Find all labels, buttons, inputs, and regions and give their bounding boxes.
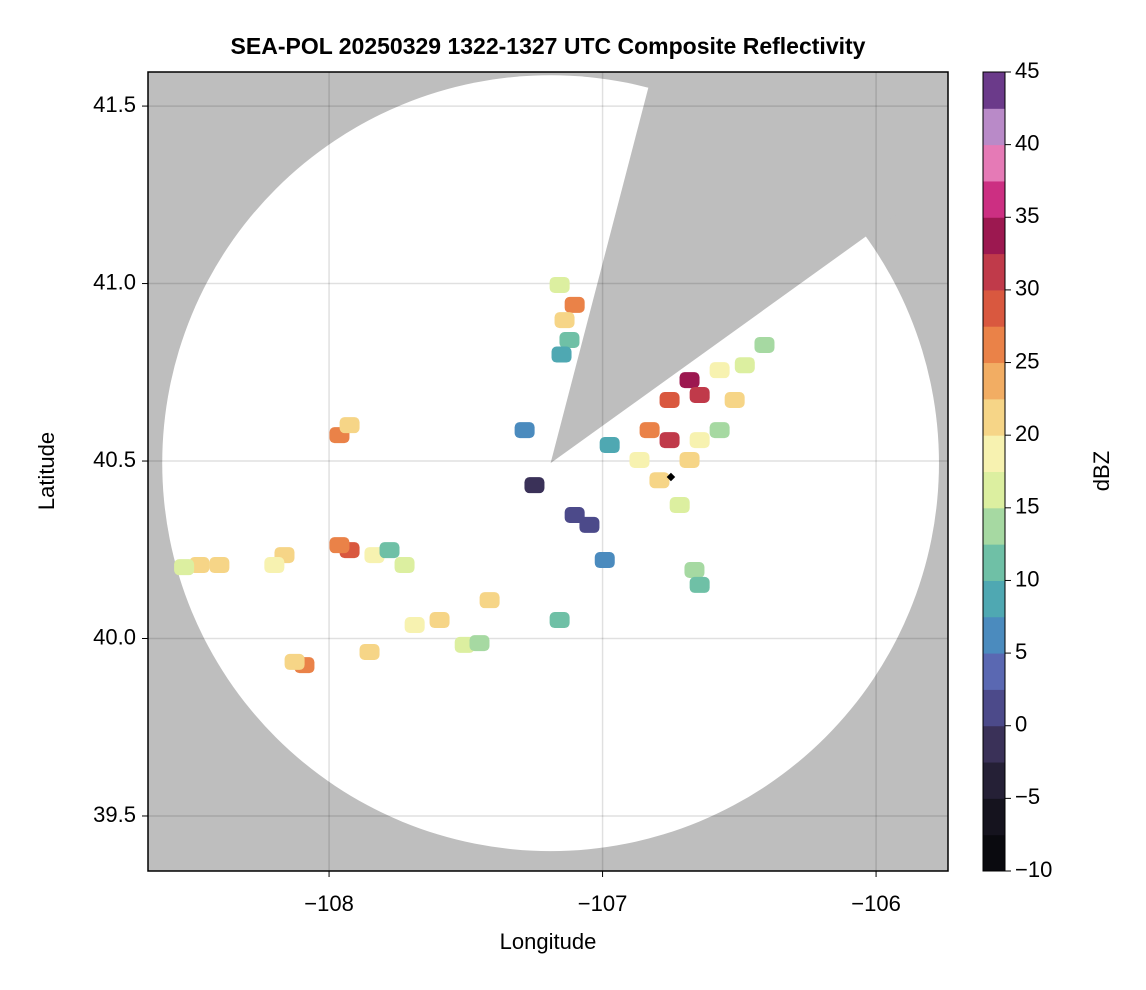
colorbar-label: dBZ xyxy=(1089,451,1114,491)
colorbar-tick-label: 45 xyxy=(1015,58,1039,83)
echo-cell xyxy=(599,437,620,454)
colorbar-bin xyxy=(983,253,1005,291)
echo-cell xyxy=(209,557,230,574)
colorbar-bin xyxy=(983,362,1005,400)
echo-cell xyxy=(564,296,585,313)
echo-cell xyxy=(329,537,350,554)
colorbar-bin xyxy=(983,180,1005,218)
site-marker xyxy=(666,472,676,482)
plot-area xyxy=(148,72,948,871)
colorbar-tick-label: 0 xyxy=(1015,712,1027,737)
echo-cell xyxy=(469,635,490,652)
colorbar-tick-label: −5 xyxy=(1015,784,1040,809)
echo-cell xyxy=(549,276,570,293)
plot-frame xyxy=(147,71,949,872)
echo-cell xyxy=(264,557,285,574)
echo-cell xyxy=(554,312,575,329)
colorbar-bin xyxy=(983,435,1005,472)
echo-cell xyxy=(379,542,400,559)
colorbar-tick-label: 5 xyxy=(1015,639,1027,664)
colorbar-tick-label: −10 xyxy=(1015,857,1052,882)
colorbar-bin xyxy=(983,108,1005,146)
y-axis-label: Latitude xyxy=(34,432,59,510)
y-tick-label: 40.0 xyxy=(93,624,136,649)
echo-cell xyxy=(339,417,360,434)
echo-cell xyxy=(754,336,775,353)
echo-cell xyxy=(629,451,650,468)
chart-title: SEA-POL 20250329 1322-1327 UTC Composite… xyxy=(231,33,866,59)
y-tick-label: 41.0 xyxy=(93,269,136,294)
colorbar-bin xyxy=(983,653,1005,690)
colorbar-tick-label: 25 xyxy=(1015,348,1039,373)
echo-cell xyxy=(524,477,545,494)
colorbar-bin xyxy=(983,544,1005,581)
echo-cell xyxy=(549,612,570,629)
echo-cell xyxy=(359,643,380,660)
echo-cell xyxy=(564,506,585,523)
y-tick-label: 41.5 xyxy=(93,92,136,117)
colorbar-bin xyxy=(983,762,1005,799)
y-tick-label: 39.5 xyxy=(93,802,136,827)
echo-cell xyxy=(659,432,680,449)
colorbar-tick-label: 35 xyxy=(1015,203,1039,228)
colorbar-bin xyxy=(983,616,1005,654)
colorbar-frame xyxy=(982,71,1006,872)
colorbar-tick-label: 20 xyxy=(1015,421,1039,446)
colorbar-bin xyxy=(983,507,1005,545)
x-tick-label: −108 xyxy=(304,891,354,916)
echo-cell xyxy=(734,357,755,374)
echo-cell xyxy=(724,391,745,408)
colorbar-bin xyxy=(983,834,1005,872)
colorbar-bin xyxy=(983,725,1005,763)
echo-cell xyxy=(551,346,572,363)
echo-cell xyxy=(659,391,680,408)
colorbar-tick-label: 30 xyxy=(1015,276,1039,301)
echo-cell xyxy=(189,557,210,574)
echo-cell xyxy=(679,372,700,389)
echo-cell xyxy=(709,362,730,379)
echo-cell xyxy=(174,559,195,576)
echo-cell xyxy=(394,557,415,574)
y-tick-label: 40.5 xyxy=(93,447,136,472)
echo-cell xyxy=(689,432,710,449)
echo-cell xyxy=(684,561,705,578)
colorbar-bin xyxy=(983,289,1005,327)
echo-cell xyxy=(639,422,660,439)
colorbar-bin xyxy=(983,580,1005,618)
echo-cell xyxy=(514,422,535,439)
echo-cell xyxy=(669,497,690,514)
echo-cell xyxy=(364,547,385,564)
x-tick-label: −106 xyxy=(851,891,901,916)
colorbar-bin xyxy=(983,689,1005,727)
colorbar-tick-label: 10 xyxy=(1015,566,1039,591)
echo-cell xyxy=(559,331,580,348)
x-axis-label: Longitude xyxy=(500,929,597,954)
echo-cell xyxy=(284,653,305,670)
echo-cell xyxy=(649,472,670,489)
echo-cell xyxy=(679,451,700,468)
colorbar-bin xyxy=(983,326,1005,364)
echo-cell xyxy=(689,576,710,593)
colorbar-bin xyxy=(983,471,1005,509)
echo-cell xyxy=(709,422,730,439)
echo-cell xyxy=(479,592,500,609)
echo-cell xyxy=(429,612,450,629)
colorbar-tick-label: 15 xyxy=(1015,494,1039,519)
colorbar-bin xyxy=(983,398,1005,436)
blocked-sector xyxy=(550,72,948,464)
overlay: −108 −107 −106 39.5 40.0 40.5 41.0 41.5 −10 −5 0 5 1… xyxy=(93,58,1052,916)
colorbar-bin xyxy=(983,217,1005,255)
echo-cell xyxy=(579,516,600,533)
x-tick-label: −107 xyxy=(578,891,628,916)
echo-cell xyxy=(689,387,710,404)
colorbar-bin xyxy=(983,72,1005,109)
colorbar-bin xyxy=(983,144,1005,182)
echo-cell xyxy=(404,617,425,634)
colorbar-bin xyxy=(983,798,1005,836)
colorbar-tick-label: 40 xyxy=(1015,130,1039,155)
echo-cell xyxy=(594,552,615,569)
